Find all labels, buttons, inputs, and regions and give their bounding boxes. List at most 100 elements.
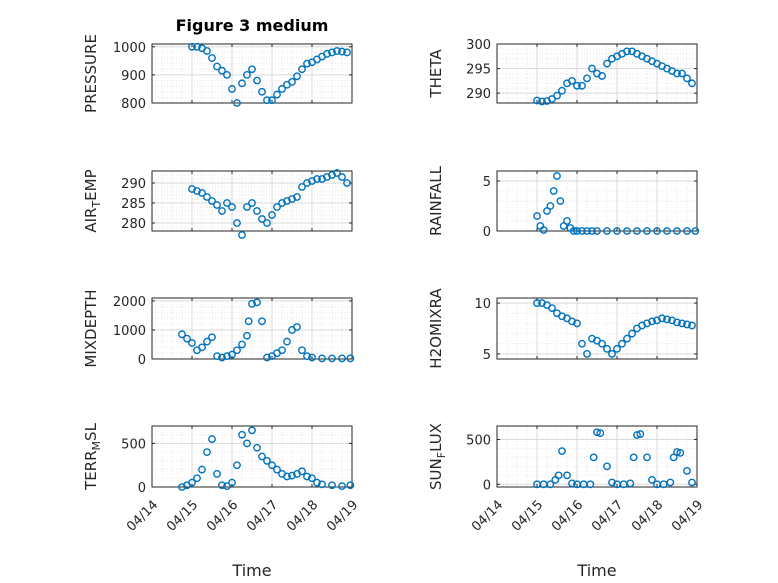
data-point [253, 443, 261, 452]
data-point [268, 211, 276, 219]
subplot-mixdepth: 0 1000 2000 MIXDEPTH [82, 289, 355, 368]
data-point [188, 478, 196, 487]
data-point [298, 346, 306, 355]
data-point [328, 481, 336, 490]
data-point [663, 315, 671, 324]
data-point [633, 431, 641, 439]
data-point [578, 81, 586, 90]
data-point [633, 227, 641, 235]
data-point [253, 298, 261, 307]
y-axis-label: THETA [427, 49, 445, 99]
data-point [691, 227, 700, 235]
data-point [636, 430, 645, 438]
data-point [248, 299, 256, 308]
axes-box [496, 43, 698, 104]
data-point [669, 453, 678, 462]
y-tick-label: 290 [121, 177, 146, 192]
data-point [328, 48, 336, 57]
data-point [263, 96, 271, 105]
y-tick-label: 285 [121, 197, 146, 212]
data-point [539, 226, 548, 234]
y-axis-label: H2OMIXRA [427, 288, 445, 369]
data-point [218, 207, 226, 215]
data-point [628, 329, 636, 338]
y-axis-label-suffix: EMP [82, 169, 100, 200]
data-point [228, 350, 236, 359]
data-point [546, 202, 555, 210]
y-axis-label: SUNFLUX [427, 423, 448, 490]
data-point [198, 465, 206, 474]
axes-box [496, 297, 698, 360]
data-point [573, 81, 581, 90]
data-point [673, 318, 681, 327]
y-tick-label: 900 [121, 69, 146, 84]
data-point [263, 353, 271, 362]
data-point [613, 227, 621, 235]
y-axis-label-main: THETA [427, 49, 445, 99]
y-tick-label: 10 [474, 297, 491, 312]
data-point [193, 474, 201, 483]
data-point [243, 439, 251, 448]
data-point [588, 227, 596, 235]
y-axis-label: RAINFALL [427, 165, 445, 236]
data-point [648, 475, 656, 484]
y-axis-label-main: PRESSURE [82, 34, 100, 113]
data-point [178, 483, 186, 491]
data-point [598, 72, 606, 80]
data-point [203, 337, 211, 346]
y-tick-label: 290 [466, 87, 491, 102]
data-point [629, 453, 638, 462]
y-axis-label-main: SUN [427, 458, 445, 490]
data-point [653, 227, 661, 235]
data-point [208, 333, 216, 342]
data-point [618, 339, 626, 348]
data-point [328, 354, 336, 363]
data-point [243, 71, 251, 79]
y-tick-label: 0 [138, 353, 146, 368]
y-axis-label: AIRTEMP [82, 169, 103, 232]
data-point [203, 448, 211, 457]
data-point [213, 352, 221, 360]
data-point [683, 74, 691, 83]
data-point [538, 97, 546, 106]
data-point [553, 91, 561, 100]
data-point [673, 227, 681, 235]
data-point [188, 339, 196, 347]
data-point [198, 189, 206, 197]
data-point [303, 352, 311, 360]
data-point [683, 320, 691, 329]
data-point [268, 96, 276, 105]
data-point [573, 319, 581, 328]
data-point [338, 47, 346, 56]
data-point [673, 448, 681, 456]
data-point [688, 79, 696, 88]
axes-box [496, 425, 698, 488]
data-point [343, 48, 351, 57]
data-point [343, 179, 351, 187]
data-point [263, 456, 271, 465]
data-point [238, 430, 246, 439]
data-point [643, 227, 651, 235]
data-point [583, 74, 591, 83]
data-point [603, 344, 611, 353]
data-point [308, 474, 316, 483]
data-point [569, 227, 578, 235]
data-point [248, 426, 256, 435]
y-axis-label-suffix: LUX [427, 423, 445, 452]
data-point [263, 219, 271, 227]
figure-title: Figure 3 medium [176, 16, 329, 35]
data-point [253, 76, 261, 85]
data-point [303, 472, 311, 481]
y-axis-label-main: AIR [82, 208, 100, 233]
data-point [308, 353, 316, 362]
data-point [178, 330, 186, 339]
data-point [558, 447, 566, 456]
data-point [208, 54, 216, 62]
y-tick-label: 280 [121, 217, 146, 232]
data-point [603, 227, 611, 235]
y-axis-label: PRESSURE [82, 34, 100, 113]
data-point [258, 317, 266, 326]
data-point [278, 85, 286, 93]
data-point [298, 183, 306, 191]
